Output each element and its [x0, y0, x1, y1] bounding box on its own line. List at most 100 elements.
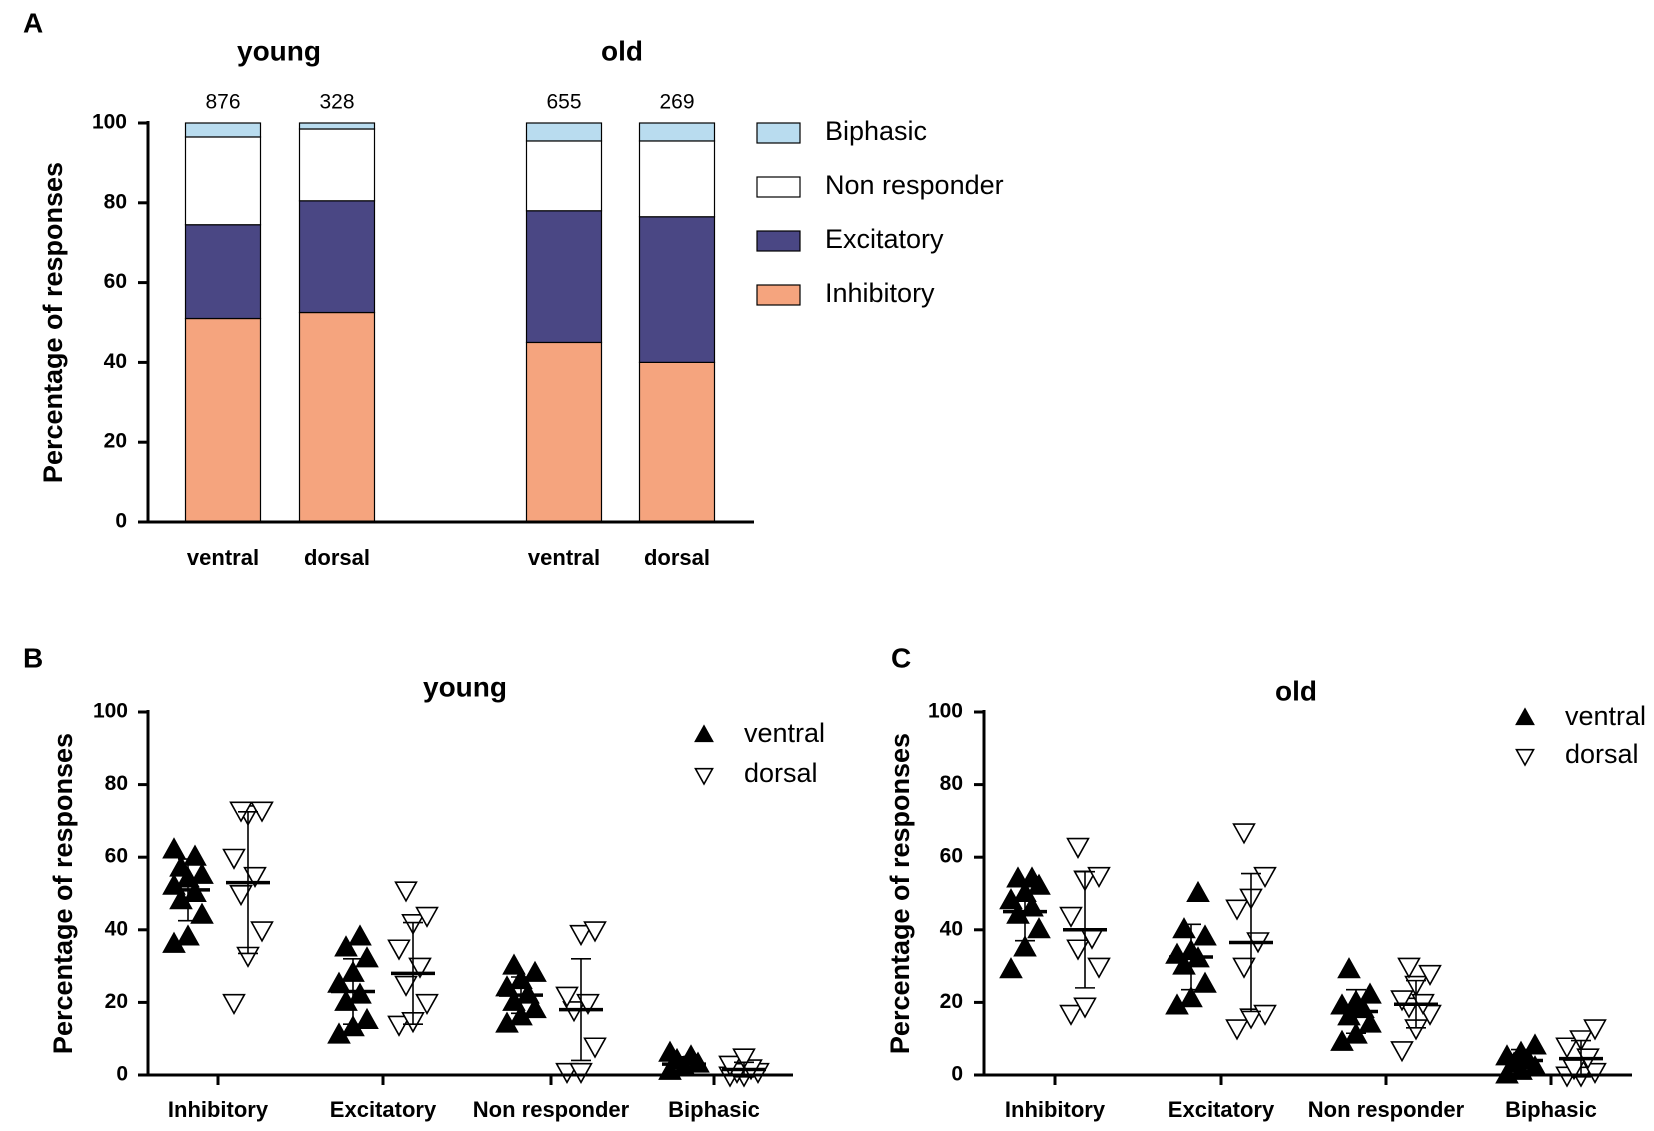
point — [1583, 1062, 1607, 1085]
legend-swatch — [756, 122, 801, 144]
point — [1186, 880, 1210, 902]
bar-segment — [638, 216, 716, 363]
legend-label: Inhibitory — [825, 278, 935, 308]
point — [1418, 964, 1442, 986]
point — [523, 960, 547, 982]
point — [1066, 939, 1090, 961]
legend-swatch — [756, 176, 801, 198]
legend-swatch — [756, 230, 801, 252]
point — [334, 935, 358, 957]
y-tick-label: 20 — [105, 990, 128, 1013]
point — [1358, 982, 1382, 1004]
group-label: old — [601, 35, 643, 66]
count-label: 269 — [659, 91, 694, 114]
x-tick-label: Biphasic — [668, 1097, 760, 1122]
x-tick-label: ventral — [187, 545, 259, 570]
legend-label: dorsal — [1565, 739, 1639, 769]
point — [169, 855, 193, 877]
panel-letter: C — [891, 642, 911, 673]
chart-title: old — [1275, 675, 1317, 706]
point — [1013, 935, 1037, 957]
legend-swatch — [756, 284, 801, 306]
point — [576, 993, 600, 1016]
point — [183, 844, 207, 866]
point — [1027, 917, 1051, 939]
point — [1225, 899, 1249, 921]
y-axis-label: Percentage of responses — [48, 733, 78, 1054]
point — [555, 986, 579, 1008]
count-label: 876 — [205, 91, 240, 114]
point — [1390, 1041, 1414, 1063]
legend-label: Biphasic — [825, 116, 927, 146]
bar-segment — [298, 200, 376, 314]
point — [1397, 957, 1421, 979]
point — [502, 953, 526, 975]
point — [355, 1007, 379, 1030]
point — [1087, 957, 1111, 979]
point — [415, 906, 439, 928]
point — [1337, 957, 1361, 979]
point — [348, 924, 372, 946]
point — [1066, 837, 1090, 859]
point — [222, 848, 246, 870]
point — [1555, 1037, 1579, 1059]
point — [1253, 866, 1277, 888]
y-tick-label: 20 — [940, 990, 963, 1013]
x-tick-label: Inhibitory — [1005, 1097, 1106, 1122]
point — [1179, 986, 1203, 1008]
y-tick-label: 100 — [92, 111, 127, 134]
y-tick-label: 100 — [93, 700, 128, 723]
point — [583, 921, 607, 943]
legend-marker — [694, 767, 714, 786]
bar-segment — [638, 361, 716, 523]
point — [348, 982, 372, 1004]
point — [1059, 1004, 1083, 1026]
legend-label: Excitatory — [825, 224, 944, 254]
bar-segment — [184, 224, 262, 320]
bar-segment — [638, 140, 716, 218]
point — [1232, 823, 1256, 845]
point — [1232, 957, 1256, 979]
bar-segment — [525, 140, 603, 212]
y-tick-label: 0 — [951, 1063, 963, 1086]
point — [183, 880, 207, 902]
point — [408, 957, 432, 979]
bar-segment — [525, 210, 603, 344]
point — [190, 902, 214, 924]
x-tick-label: dorsal — [644, 545, 710, 570]
point — [355, 946, 379, 968]
y-tick-label: 0 — [115, 510, 127, 533]
panel-letter: A — [23, 7, 43, 38]
y-tick-label: 80 — [104, 190, 127, 213]
point — [1583, 1019, 1607, 1041]
y-tick-label: 40 — [104, 350, 127, 373]
x-tick-label: ventral — [528, 545, 600, 570]
group-label: young — [237, 35, 321, 66]
bar-segment — [298, 311, 376, 523]
legend-marker — [1515, 748, 1535, 767]
point — [229, 885, 253, 907]
y-tick-label: 40 — [105, 917, 128, 940]
x-tick-label: Non responder — [473, 1097, 630, 1122]
count-label: 655 — [546, 91, 581, 114]
point — [1193, 924, 1217, 946]
point — [387, 939, 411, 961]
point — [555, 1062, 579, 1085]
point — [176, 924, 200, 946]
x-tick-label: dorsal — [304, 545, 370, 570]
legend-label: ventral — [1565, 701, 1646, 731]
y-tick-label: 0 — [116, 1063, 128, 1086]
point — [222, 993, 246, 1016]
legend-label: ventral — [744, 718, 825, 748]
point — [190, 862, 214, 884]
point — [569, 1062, 593, 1085]
point — [394, 881, 418, 903]
point — [250, 921, 274, 943]
chart-title: young — [423, 671, 507, 702]
point — [243, 866, 267, 888]
legend-marker — [694, 724, 714, 743]
point — [583, 1037, 607, 1059]
point — [394, 975, 418, 997]
legend-label: dorsal — [744, 758, 818, 788]
